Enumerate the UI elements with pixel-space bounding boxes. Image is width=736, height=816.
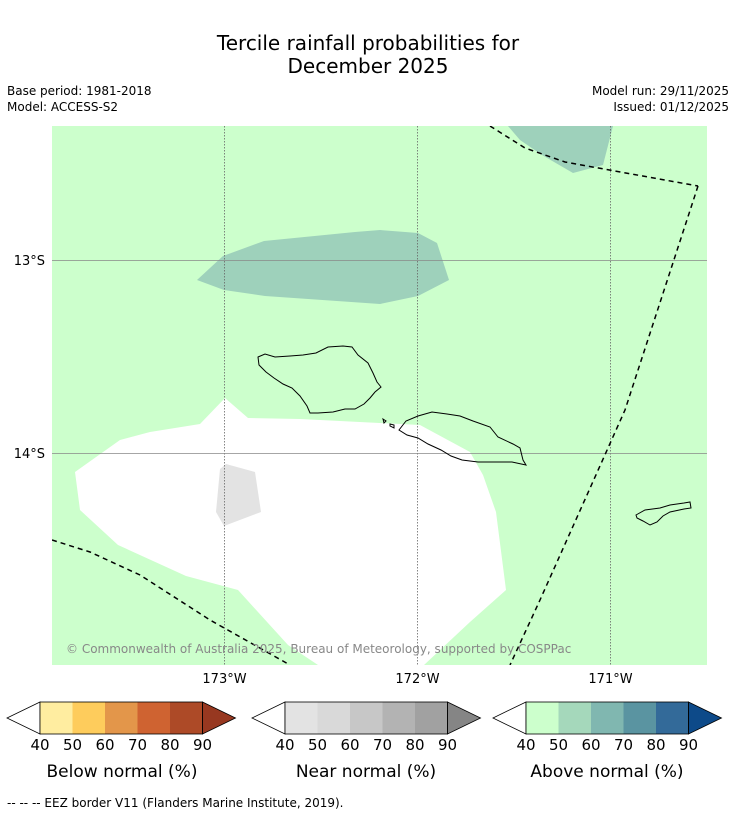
near-normal-swatch-40 <box>285 702 318 734</box>
near-normal-tick-60: 60 <box>340 736 359 754</box>
near-normal-colorbar: 40 50 60 70 80 90 <box>251 701 482 754</box>
below-normal-tick-80: 80 <box>160 736 179 754</box>
below-normal-tick-40: 40 <box>30 736 49 754</box>
near-normal-tick-90: 90 <box>438 736 457 754</box>
issued-date: Issued: 01/12/2025 <box>613 100 729 114</box>
map-panel: © Commonwealth of Australia 2025, Bureau… <box>52 126 707 665</box>
below-normal-colorbar-outline <box>39 701 203 735</box>
above-normal-tick-50: 50 <box>549 736 568 754</box>
below-normal-swatch-50 <box>72 702 105 734</box>
above-normal-colorbar: 40 50 60 70 80 90 <box>492 701 723 754</box>
eez-footnote: -- -- -- EEZ border V11 (Flanders Marine… <box>7 796 344 810</box>
small-islet-2 <box>389 423 395 429</box>
near-normal-swatch-80 <box>415 702 448 734</box>
near-normal-under-extension <box>251 701 286 735</box>
above-normal-swatch-40 <box>526 702 559 734</box>
below-normal-colorbar: 40 50 60 70 80 90 <box>6 701 237 754</box>
base-period: Base period: 1981-2018 <box>7 84 152 98</box>
eez-borders <box>52 126 699 665</box>
title-line-1: Tercile rainfall probabilities for <box>216 31 520 55</box>
above-normal-tick-60: 60 <box>581 736 600 754</box>
below-normal-tick-90: 90 <box>193 736 212 754</box>
eez-border-north <box>489 126 699 187</box>
above-normal-swatch-80 <box>656 702 689 734</box>
lon-label-173w: 173°W <box>202 672 246 687</box>
lon-label-172w: 172°W <box>395 672 439 687</box>
above-normal-tick-90: 90 <box>679 736 698 754</box>
above-normal-50-60-region-top <box>508 126 613 173</box>
near-normal-over-extension <box>447 701 482 735</box>
near-normal-swatch-60 <box>350 702 383 734</box>
above-normal-over-extension <box>688 701 723 735</box>
near-normal-tick-70: 70 <box>373 736 392 754</box>
above-normal-swatch-70 <box>623 702 656 734</box>
upolu-island-outline <box>398 411 528 466</box>
near-normal-tick-50: 50 <box>308 736 327 754</box>
model-name: Model: ACCESS-S2 <box>7 100 119 114</box>
above-normal-label: Above normal (%) <box>530 762 684 782</box>
near-normal-40-50-region <box>216 464 261 526</box>
below-normal-swatch-80 <box>170 702 203 734</box>
lon-label-171w: 171°W <box>588 672 632 687</box>
near-normal-colorbar-outline <box>284 701 448 735</box>
above-normal-tick-70: 70 <box>614 736 633 754</box>
eez-border-east <box>509 185 699 665</box>
latitude-gridlines <box>52 260 707 454</box>
small-islet-1 <box>382 417 387 424</box>
below-normal-over-extension <box>202 701 237 735</box>
below-normal-swatch-40 <box>40 702 73 734</box>
near-normal-label: Near normal (%) <box>295 762 437 782</box>
near-normal-tick-40: 40 <box>275 736 294 754</box>
lat-label-13s: 13°S <box>14 254 45 269</box>
below-normal-swatch-70 <box>137 702 170 734</box>
eez-border-southwest <box>52 539 291 665</box>
above-normal-swatch-50 <box>558 702 591 734</box>
legend-colorbars: 40 50 60 70 80 90 40 50 60 70 80 90 40 50 60 70 80 90 <box>6 701 723 754</box>
above-normal-under-extension <box>492 701 527 735</box>
coastlines <box>257 345 692 526</box>
above-normal-tick-40: 40 <box>516 736 535 754</box>
tutuila-island-outline <box>635 501 692 526</box>
near-normal-swatch-50 <box>317 702 350 734</box>
model-run: Model run: 29/11/2025 <box>591 84 729 98</box>
above-normal-50-60-region-north <box>197 230 449 304</box>
above-normal-tick-80: 80 <box>646 736 665 754</box>
below-normal-swatch-60 <box>105 702 138 734</box>
no-dominant-tercile-region <box>75 398 506 665</box>
title-line-2: December 2025 <box>287 54 449 78</box>
above-normal-colorbar-outline <box>525 701 689 735</box>
savaii-island-outline <box>257 345 382 414</box>
above-normal-swatch-60 <box>591 702 624 734</box>
axis-labels: 13°S 14°S 173°W 172°W 171°W <box>14 254 633 687</box>
lat-label-14s: 14°S <box>14 447 45 462</box>
below-normal-label: Below normal (%) <box>46 762 198 782</box>
below-normal-under-extension <box>6 701 41 735</box>
near-normal-tick-80: 80 <box>405 736 424 754</box>
below-normal-tick-60: 60 <box>95 736 114 754</box>
near-normal-swatch-70 <box>382 702 415 734</box>
below-normal-tick-70: 70 <box>128 736 147 754</box>
copyright-notice: © Commonwealth of Australia 2025, Bureau… <box>66 642 571 656</box>
below-normal-tick-50: 50 <box>63 736 82 754</box>
